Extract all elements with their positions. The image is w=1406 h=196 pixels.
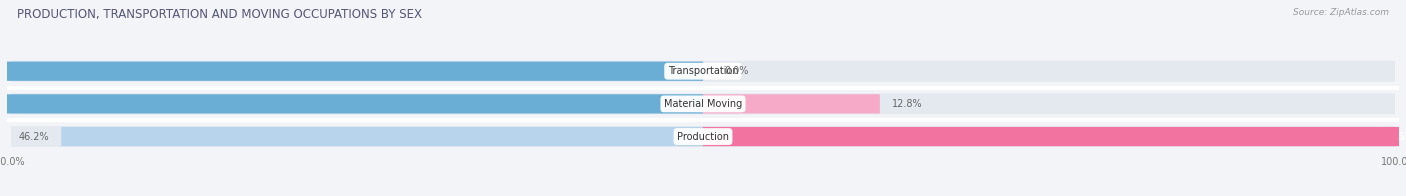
FancyBboxPatch shape	[703, 127, 1406, 146]
FancyBboxPatch shape	[703, 94, 880, 113]
Text: 46.2%: 46.2%	[18, 132, 49, 142]
FancyBboxPatch shape	[11, 93, 1395, 114]
FancyBboxPatch shape	[0, 94, 703, 113]
Text: Source: ZipAtlas.com: Source: ZipAtlas.com	[1294, 8, 1389, 17]
FancyBboxPatch shape	[62, 127, 703, 146]
Text: Material Moving: Material Moving	[664, 99, 742, 109]
Text: PRODUCTION, TRANSPORTATION AND MOVING OCCUPATIONS BY SEX: PRODUCTION, TRANSPORTATION AND MOVING OC…	[17, 8, 422, 21]
FancyBboxPatch shape	[11, 126, 1395, 147]
Text: Transportation: Transportation	[668, 66, 738, 76]
FancyBboxPatch shape	[11, 61, 1395, 82]
Text: 0.0%: 0.0%	[724, 66, 748, 76]
Text: Production: Production	[678, 132, 728, 142]
Text: 53.8%: 53.8%	[1398, 132, 1406, 142]
FancyBboxPatch shape	[0, 62, 703, 81]
Text: 12.8%: 12.8%	[893, 99, 922, 109]
